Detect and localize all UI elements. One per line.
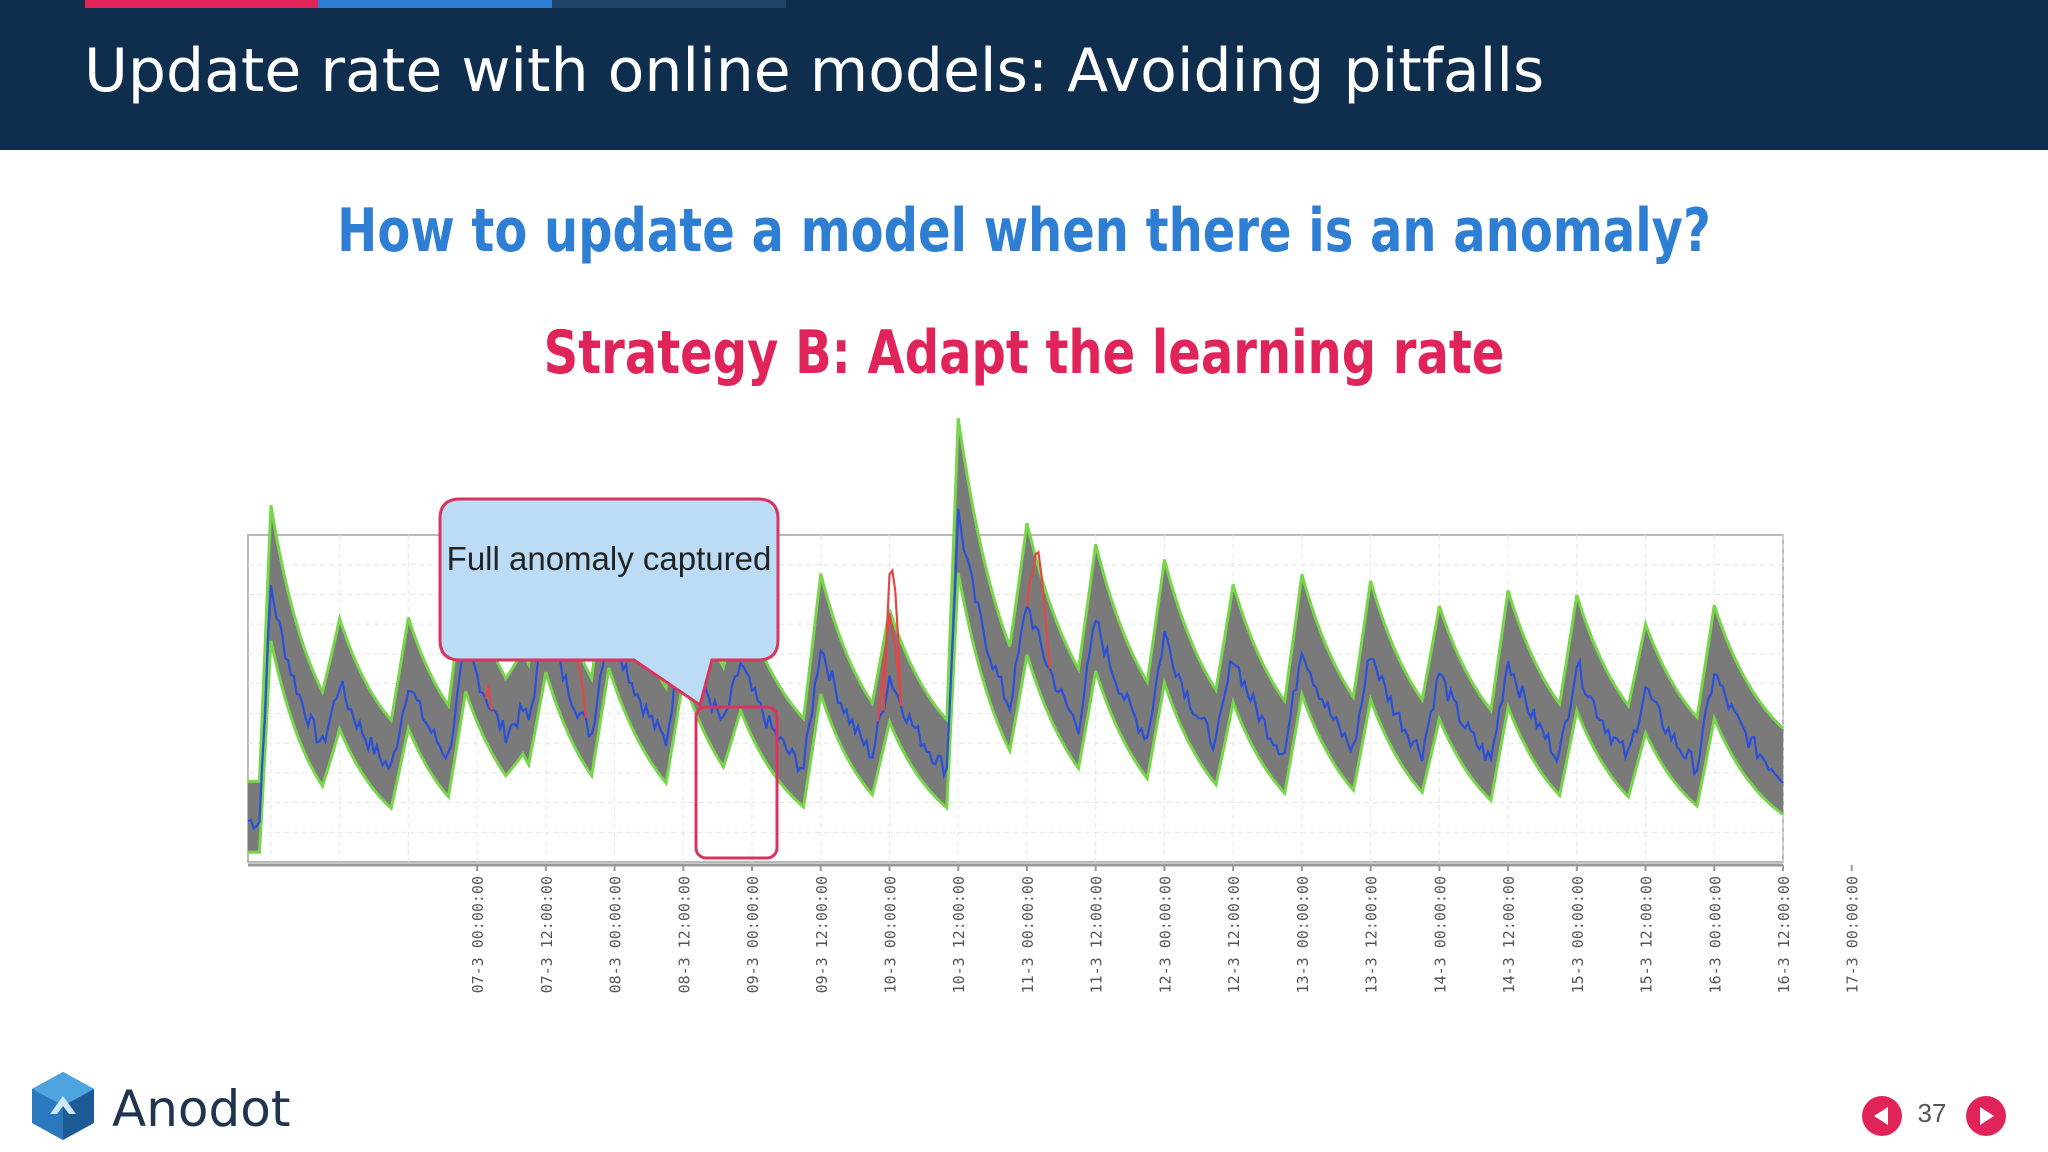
- x-tick-label: 16-3 12:00:00: [1775, 876, 1793, 993]
- header-accent-red: [85, 0, 318, 8]
- question-heading: How to update a model when there is an a…: [337, 196, 1711, 266]
- x-tick-label: 09-3 00:00:00: [744, 876, 762, 993]
- anomaly-segment-3: [1025, 550, 1051, 670]
- x-tick-label: 07-3 12:00:00: [538, 876, 556, 993]
- anomaly-segment-4: [484, 684, 493, 711]
- x-tick-label: 15-3 00:00:00: [1569, 876, 1587, 993]
- header-accent-navy: [552, 0, 786, 8]
- x-tick-label: 17-3 00:00:00: [1844, 876, 1862, 993]
- anomaly-segment-1: [876, 613, 902, 722]
- callout-bubble: [438, 497, 780, 708]
- page-number: 37: [1917, 1098, 1947, 1128]
- logo-text: Anodot: [112, 1080, 291, 1138]
- next-slide-button[interactable]: [1966, 1096, 2006, 1136]
- confidence-band: [248, 418, 1783, 853]
- arrow-right-icon: [1980, 1107, 1994, 1125]
- x-tick-label: 11-3 00:00:00: [1019, 876, 1037, 993]
- strategy-heading: Strategy B: Adapt the learning rate: [543, 318, 1505, 388]
- previous-slide-button[interactable]: [1862, 1096, 1902, 1136]
- x-tick-label: 11-3 12:00:00: [1088, 876, 1106, 993]
- callout-text: Full anomaly captured: [446, 540, 772, 577]
- anomaly-highlight-box: [694, 705, 779, 860]
- x-tick-label: 08-3 12:00:00: [675, 876, 693, 993]
- slide-header: Update rate with online models: Avoiding…: [0, 0, 2048, 150]
- x-tick-label: 07-3 00:00:00: [469, 876, 487, 993]
- x-tick-label: 08-3 00:00:00: [607, 876, 625, 993]
- anomaly-segment-2: [882, 567, 902, 711]
- arrow-left-icon: [1874, 1107, 1888, 1125]
- band-lower-edge: [248, 572, 1784, 854]
- x-tick-label: 15-3 12:00:00: [1638, 876, 1656, 993]
- band-upper-edge: [248, 417, 1785, 783]
- x-tick-label: 14-3 12:00:00: [1500, 876, 1518, 993]
- x-tick-label: 16-3 00:00:00: [1706, 876, 1724, 993]
- slide-title: Update rate with online models: Avoiding…: [84, 36, 1545, 106]
- x-tick-label: 09-3 12:00:00: [813, 876, 831, 993]
- x-tick-label: 10-3 00:00:00: [881, 876, 899, 993]
- x-tick-label: 12-3 12:00:00: [1225, 876, 1243, 993]
- x-tick-label: 13-3 12:00:00: [1363, 876, 1381, 993]
- x-tick-label: 10-3 12:00:00: [950, 876, 968, 993]
- metric-line: [247, 508, 1784, 831]
- header-accent-blue: [318, 0, 552, 8]
- x-tick-label: 14-3 00:00:00: [1431, 876, 1449, 993]
- x-tick-label: 12-3 00:00:00: [1156, 876, 1174, 993]
- x-tick-label: 13-3 00:00:00: [1294, 876, 1312, 993]
- anodot-logo-icon: [32, 1072, 94, 1140]
